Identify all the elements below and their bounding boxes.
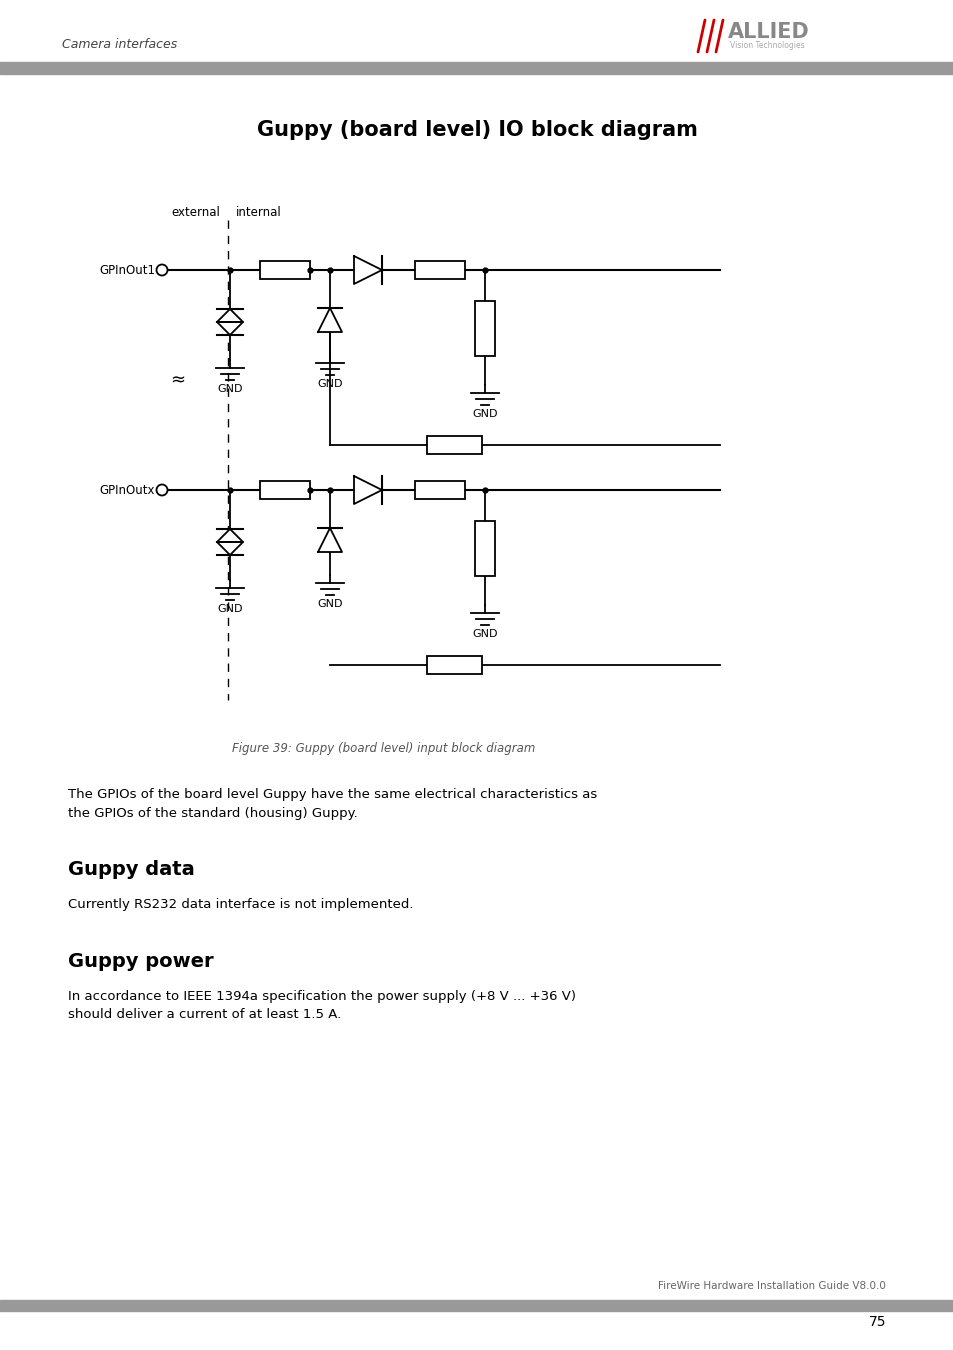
Text: GND: GND xyxy=(472,409,497,418)
Bar xyxy=(415,481,464,500)
Polygon shape xyxy=(216,541,243,555)
Text: 75: 75 xyxy=(867,1315,885,1328)
Bar xyxy=(415,261,464,279)
Text: In accordance to IEEE 1394a specification the power supply (+8 V ... +36 V)
shou: In accordance to IEEE 1394a specificatio… xyxy=(68,990,576,1022)
Polygon shape xyxy=(317,528,341,552)
Bar xyxy=(0,62,953,74)
Text: Guppy (board level) IO block diagram: Guppy (board level) IO block diagram xyxy=(256,120,697,140)
Text: Camera interfaces: Camera interfaces xyxy=(62,38,177,50)
Polygon shape xyxy=(216,309,243,323)
Circle shape xyxy=(156,265,168,275)
Bar xyxy=(0,1300,953,1311)
Text: internal: internal xyxy=(235,207,281,220)
Bar xyxy=(260,481,310,500)
Text: external: external xyxy=(171,207,220,220)
Text: GPInOutx: GPInOutx xyxy=(99,483,154,497)
Polygon shape xyxy=(354,256,381,284)
Text: Currently RS232 data interface is not implemented.: Currently RS232 data interface is not im… xyxy=(68,898,413,911)
Text: ALLIED: ALLIED xyxy=(727,22,809,42)
Text: Guppy power: Guppy power xyxy=(68,952,213,971)
Text: Guppy data: Guppy data xyxy=(68,860,194,879)
Circle shape xyxy=(156,485,168,495)
Bar xyxy=(427,436,482,454)
Text: ≈: ≈ xyxy=(171,371,186,389)
Text: GND: GND xyxy=(317,599,342,609)
Polygon shape xyxy=(216,529,243,541)
Text: Vision Technologies: Vision Technologies xyxy=(729,40,803,50)
Text: GPInOut1: GPInOut1 xyxy=(99,263,154,277)
Text: GND: GND xyxy=(217,603,242,614)
Text: GND: GND xyxy=(217,383,242,394)
Text: The GPIOs of the board level Guppy have the same electrical characteristics as
t: The GPIOs of the board level Guppy have … xyxy=(68,788,597,819)
Text: GND: GND xyxy=(472,629,497,639)
Bar xyxy=(475,301,495,355)
Polygon shape xyxy=(317,308,341,332)
Text: GND: GND xyxy=(317,379,342,389)
Bar xyxy=(475,521,495,575)
Bar xyxy=(427,656,482,674)
Polygon shape xyxy=(354,477,381,504)
Bar xyxy=(260,261,310,279)
Polygon shape xyxy=(216,323,243,335)
Text: FireWire Hardware Installation Guide V8.0.0: FireWire Hardware Installation Guide V8.… xyxy=(658,1281,885,1291)
Text: Figure 39: Guppy (board level) input block diagram: Figure 39: Guppy (board level) input blo… xyxy=(232,743,535,755)
